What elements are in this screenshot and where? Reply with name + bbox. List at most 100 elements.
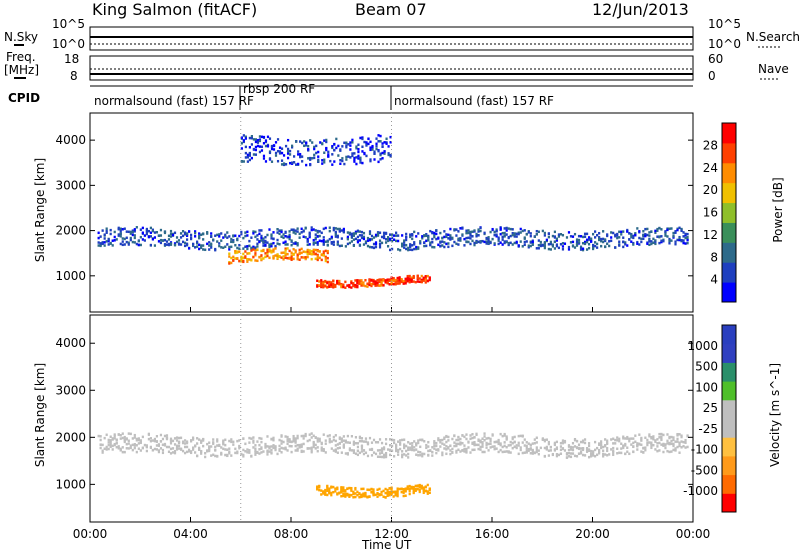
heatmap-cell — [378, 245, 382, 249]
heatmap-cell — [274, 448, 277, 452]
heatmap-cell — [634, 440, 637, 444]
nsearch-bottom-tick: 10^0 — [708, 37, 741, 51]
heatmap-cell — [196, 454, 199, 458]
heatmap-cell — [390, 239, 394, 243]
heatmap-cell — [656, 445, 659, 448]
heatmap-cell — [362, 237, 366, 241]
heatmap-cell — [328, 437, 331, 441]
heatmap-cell — [658, 432, 661, 436]
heatmap-cell — [258, 436, 261, 440]
heatmap-cell — [268, 450, 271, 453]
y-tick-label: 3000 — [55, 178, 86, 192]
heatmap-cell — [365, 144, 368, 147]
heatmap-cell — [282, 162, 286, 165]
heatmap-cell — [577, 447, 581, 451]
heatmap-cell — [355, 146, 358, 150]
heatmap-cell — [416, 484, 419, 487]
heatmap-cell — [445, 233, 448, 236]
heatmap-cell — [543, 438, 546, 442]
heatmap-cell — [322, 254, 325, 257]
heatmap-cell — [435, 444, 438, 448]
heatmap-cell — [284, 256, 287, 260]
heatmap-cell — [324, 284, 327, 288]
heatmap-cell — [602, 452, 605, 456]
heatmap-cell — [501, 445, 504, 449]
heatmap-cell — [386, 236, 390, 239]
heatmap-cell — [537, 244, 540, 247]
heatmap-cell — [268, 250, 271, 253]
heatmap-cell — [624, 452, 627, 456]
heatmap-cell — [333, 148, 336, 152]
heatmap-cell — [503, 444, 506, 448]
heatmap-cell — [543, 231, 546, 235]
heatmap-cell — [620, 230, 623, 234]
heatmap-cell — [403, 246, 406, 249]
heatmap-cell — [198, 232, 201, 235]
heatmap-cell — [163, 238, 167, 242]
heatmap-cell — [99, 242, 102, 245]
heatmap-cell — [465, 437, 468, 441]
heatmap-cell — [260, 239, 263, 242]
heatmap-cell — [658, 241, 661, 245]
heatmap-cell — [602, 230, 605, 233]
heatmap-cell — [248, 449, 251, 452]
heatmap-cell — [308, 249, 311, 252]
heatmap-cell — [250, 247, 253, 250]
heatmap-cell — [308, 234, 311, 237]
heatmap-cell — [113, 433, 116, 436]
heatmap-cell — [439, 445, 442, 448]
heatmap-cell — [234, 243, 237, 247]
heatmap-cell — [382, 455, 386, 459]
heatmap-cell — [189, 236, 193, 239]
heatmap-cell — [390, 247, 394, 251]
heatmap-cell — [314, 241, 317, 244]
heatmap-cell — [378, 284, 381, 287]
heatmap-cell — [326, 244, 329, 247]
heatmap-cell — [378, 493, 381, 497]
heatmap-cell — [187, 450, 191, 453]
heatmap-cell — [256, 245, 259, 248]
heatmap-cell — [113, 442, 116, 446]
heatmap-cell — [650, 435, 653, 439]
heatmap-cell — [457, 238, 460, 242]
heatmap-cell — [357, 150, 360, 154]
heatmap-cell — [248, 151, 251, 155]
heatmap-cell — [648, 234, 651, 237]
heatmap-cell — [358, 230, 362, 233]
heatmap-cell — [348, 447, 351, 450]
heatmap-cell — [396, 487, 399, 490]
heatmap-cell — [521, 451, 524, 455]
heatmap-cell — [315, 144, 318, 148]
heatmap-cell — [117, 447, 120, 450]
heatmap-cell — [316, 449, 319, 453]
heatmap-cell — [327, 155, 330, 158]
heatmap-cell — [461, 441, 464, 445]
heatmap-cell — [648, 231, 651, 234]
heatmap-cell — [513, 233, 516, 236]
heatmap-cell — [505, 435, 508, 438]
heatmap-cell — [290, 256, 293, 259]
heatmap-cell — [133, 436, 136, 439]
heatmap-cell — [264, 144, 268, 148]
heatmap-cell — [606, 453, 609, 457]
heatmap-cell — [642, 237, 645, 241]
heatmap-cell — [431, 454, 434, 457]
heatmap-cell — [131, 233, 134, 237]
nave-top-tick: 60 — [708, 52, 724, 66]
heatmap-cell — [569, 241, 573, 244]
heatmap-cell — [165, 436, 169, 440]
heatmap-cell — [374, 242, 378, 246]
heatmap-cell — [333, 142, 336, 146]
heatmap-cell — [366, 236, 370, 240]
heatmap-cell — [422, 279, 425, 282]
heatmap-cell — [634, 232, 637, 235]
heatmap-cell — [616, 234, 619, 237]
heatmap-cell — [292, 434, 295, 438]
heatmap-cell — [290, 440, 293, 443]
heatmap-cell — [397, 239, 400, 243]
heatmap-cell — [244, 231, 247, 234]
heatmap-cell — [216, 233, 219, 237]
heatmap-cell — [314, 436, 317, 440]
heatmap-cell — [347, 143, 350, 146]
heatmap-cell — [525, 444, 528, 448]
